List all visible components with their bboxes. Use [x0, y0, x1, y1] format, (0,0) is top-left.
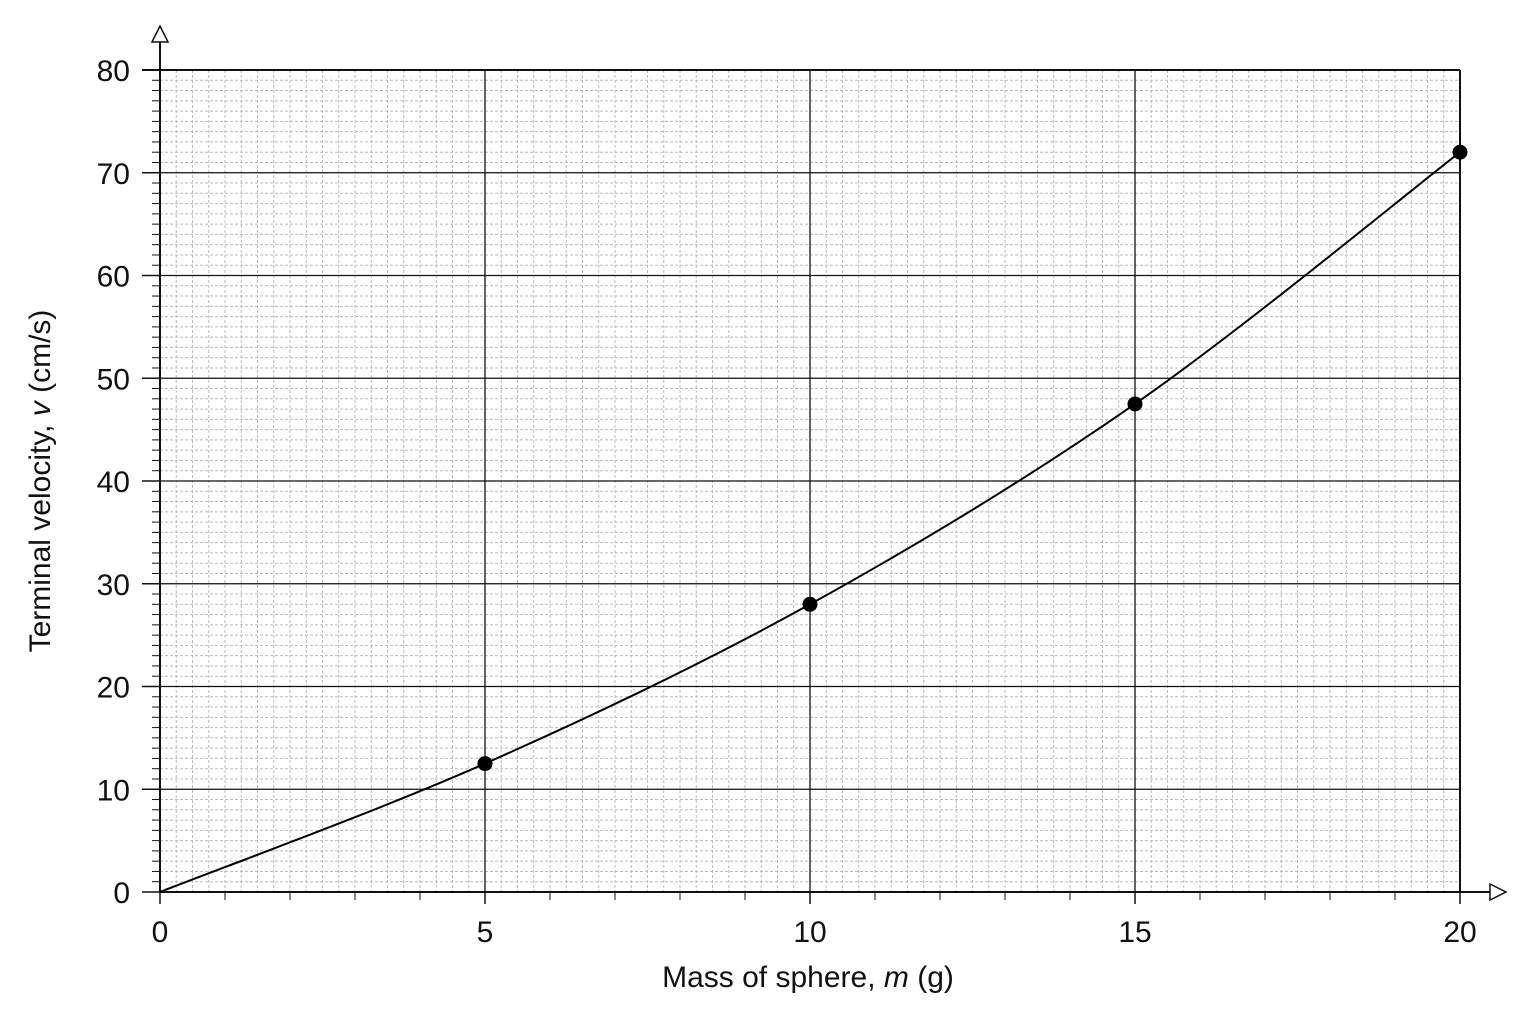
data-point: [1127, 396, 1143, 412]
x-arrow: [1489, 882, 1508, 902]
x-tick-label: 10: [793, 916, 826, 949]
y-label-text: Terminal velocity,: [24, 416, 57, 652]
x-label-text: Mass of sphere,: [662, 961, 884, 994]
y-tick-label: 70: [97, 158, 130, 191]
y-axis-label: Terminal velocity, v (cm/s): [24, 310, 57, 653]
data-point: [477, 756, 493, 772]
x-tick-label: 0: [152, 916, 169, 949]
y-tick-label: 10: [97, 774, 130, 807]
x-tick-label: 5: [477, 916, 494, 949]
y-label-var: v: [24, 399, 57, 416]
y-tick-label: 0: [113, 877, 130, 910]
x-tick-label: 15: [1118, 916, 1151, 949]
y-tick-label: 60: [97, 261, 130, 294]
axes: [150, 24, 1508, 902]
x-label-var: m: [884, 961, 909, 994]
y-tick-label: 40: [97, 466, 130, 499]
y-tick-label: 20: [97, 672, 130, 705]
y-arrow: [150, 24, 170, 43]
x-label-unit: (g): [909, 961, 954, 994]
grid: [152, 69, 1461, 900]
data-point: [1452, 144, 1468, 160]
y-tick-label: 30: [97, 569, 130, 602]
data-point: [802, 596, 818, 612]
y-tick-label: 80: [97, 55, 130, 88]
y-label-unit: (cm/s): [24, 310, 57, 402]
x-tick-label: 20: [1443, 916, 1476, 949]
y-tick-label: 50: [97, 363, 130, 396]
x-axis-label: Mass of sphere, m (g): [662, 961, 954, 994]
